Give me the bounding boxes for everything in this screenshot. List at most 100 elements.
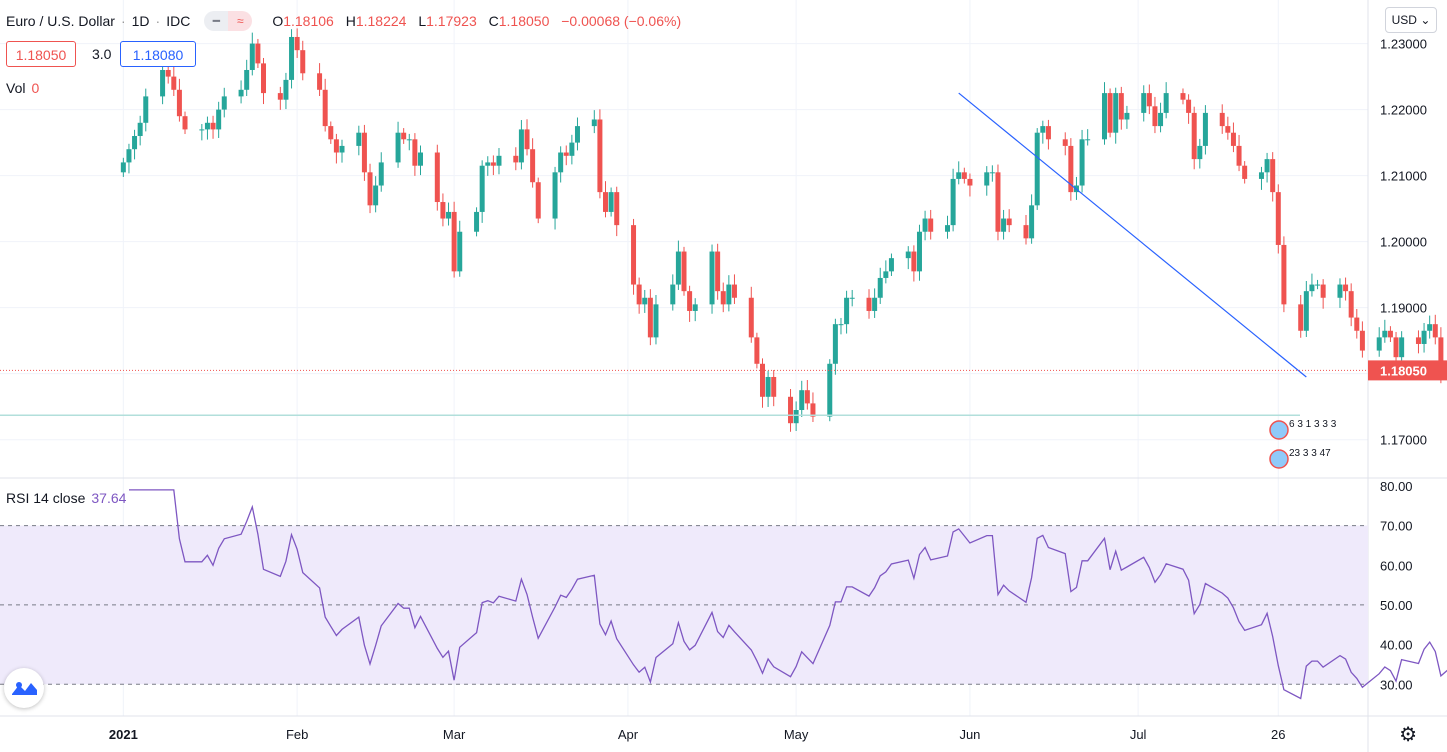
candle-body <box>361 132 367 173</box>
candle-body <box>692 304 698 311</box>
candle-body <box>956 172 962 179</box>
candle-body <box>905 251 911 259</box>
rsi-tick-label: 50.00 <box>1380 598 1413 613</box>
candle-body <box>126 149 132 163</box>
candle-body <box>709 251 715 305</box>
candle-body <box>417 152 423 166</box>
wave-icon[interactable]: ≈ <box>228 11 253 31</box>
candle-body <box>670 284 676 305</box>
candle-body <box>995 172 1001 232</box>
candle-body <box>731 284 737 298</box>
candle-body <box>1158 112 1164 127</box>
candle-body <box>1359 330 1365 351</box>
buy-price-button[interactable]: 1.18080 <box>120 41 196 67</box>
minus-icon[interactable]: ━ <box>204 11 229 31</box>
candle-body <box>160 69 166 97</box>
currency-button[interactable]: USD ⌄ <box>1385 7 1437 33</box>
candle-body <box>799 390 805 410</box>
candle-body <box>333 139 339 153</box>
candle-body <box>754 337 760 364</box>
candle-body <box>356 132 362 146</box>
candle-body <box>642 297 648 305</box>
candle-body <box>137 122 143 137</box>
candle-body <box>1421 330 1427 344</box>
interval-label[interactable]: 1D <box>131 13 150 29</box>
candle-body <box>1023 225 1029 239</box>
price-tick-label: 1.22000 <box>1380 103 1427 118</box>
tradingview-logo[interactable] <box>4 668 44 708</box>
candle-body <box>277 93 283 100</box>
candle-body <box>950 178 956 226</box>
candle-body <box>574 126 580 143</box>
candle-body <box>1393 337 1399 358</box>
candle-body <box>804 390 810 404</box>
candle-body <box>535 182 541 219</box>
candle-body <box>1225 126 1231 133</box>
candle-body <box>1399 337 1405 358</box>
candle-body <box>1427 324 1433 331</box>
candle-body <box>1101 93 1107 140</box>
time-tick-label: Apr <box>618 727 639 742</box>
visibility-toggle[interactable]: ━ ≈ <box>204 11 253 31</box>
candle-body <box>827 363 833 417</box>
rsi-tick-label: 60.00 <box>1380 558 1413 573</box>
candle-body <box>614 192 620 226</box>
candle-body <box>715 251 721 292</box>
candle-body <box>457 231 463 272</box>
candle-body <box>984 172 990 186</box>
candle-body <box>1006 218 1012 226</box>
candle-body <box>832 324 838 364</box>
rsi-tick-label: 80.00 <box>1380 479 1413 494</box>
candle-body <box>1270 159 1276 193</box>
candle-body <box>810 403 816 417</box>
candle-body <box>1029 205 1035 239</box>
candle-body <box>872 297 878 311</box>
candle-body <box>1186 99 1192 113</box>
candle-body <box>1085 139 1091 141</box>
candle-body <box>367 172 373 206</box>
candle-body <box>681 251 687 292</box>
candle-body <box>199 129 205 131</box>
candle-body <box>916 231 922 272</box>
candle-body <box>261 63 267 94</box>
candle-body <box>328 126 334 140</box>
low-value: 1.17923 <box>426 13 477 29</box>
candle-body <box>877 277 883 298</box>
candle-body <box>759 363 765 397</box>
candle-body <box>249 43 255 70</box>
volume-legend[interactable]: Vol 0 <box>6 80 39 96</box>
high-value: 1.18224 <box>355 13 407 29</box>
candle-body <box>569 142 575 156</box>
sell-price-button[interactable]: 1.18050 <box>6 41 76 67</box>
candle-body <box>631 225 637 285</box>
rsi-legend[interactable]: RSI 14 close 37.64 <box>6 490 126 506</box>
candle-body <box>479 165 485 212</box>
candle-body <box>1309 284 1315 292</box>
candle-body <box>1281 244 1287 305</box>
candle-body <box>771 376 777 397</box>
last-price-label: 1.18050 <box>1380 363 1427 378</box>
candle-body <box>1079 139 1085 186</box>
candle-body <box>182 116 188 130</box>
candle-body <box>1438 337 1444 377</box>
candle-body <box>1354 317 1360 331</box>
gear-icon[interactable]: ⚙ <box>1399 724 1417 746</box>
candle-body <box>793 409 799 424</box>
time-tick-label: 2021 <box>109 727 138 742</box>
price-tick-label: 1.21000 <box>1380 169 1427 184</box>
candle-body <box>171 76 177 90</box>
candle-body <box>883 271 889 278</box>
candle-body <box>1191 112 1197 160</box>
candle-body <box>176 89 182 117</box>
candle-body <box>513 155 519 163</box>
exchange-label: IDC <box>166 13 191 29</box>
ohlc-readout: O1.18106 H1.18224 L1.17923 C1.18050 −0.0… <box>272 13 682 29</box>
event-badge-label: 23 3 3 47 <box>1289 448 1331 459</box>
candle-body <box>412 139 418 166</box>
time-tick-label: Jul <box>1130 727 1147 742</box>
symbol-title[interactable]: Euro / U.S. Dollar <box>6 13 115 29</box>
last-price-badge <box>1368 360 1447 381</box>
candle-body <box>255 43 261 64</box>
candle-body <box>888 258 894 272</box>
